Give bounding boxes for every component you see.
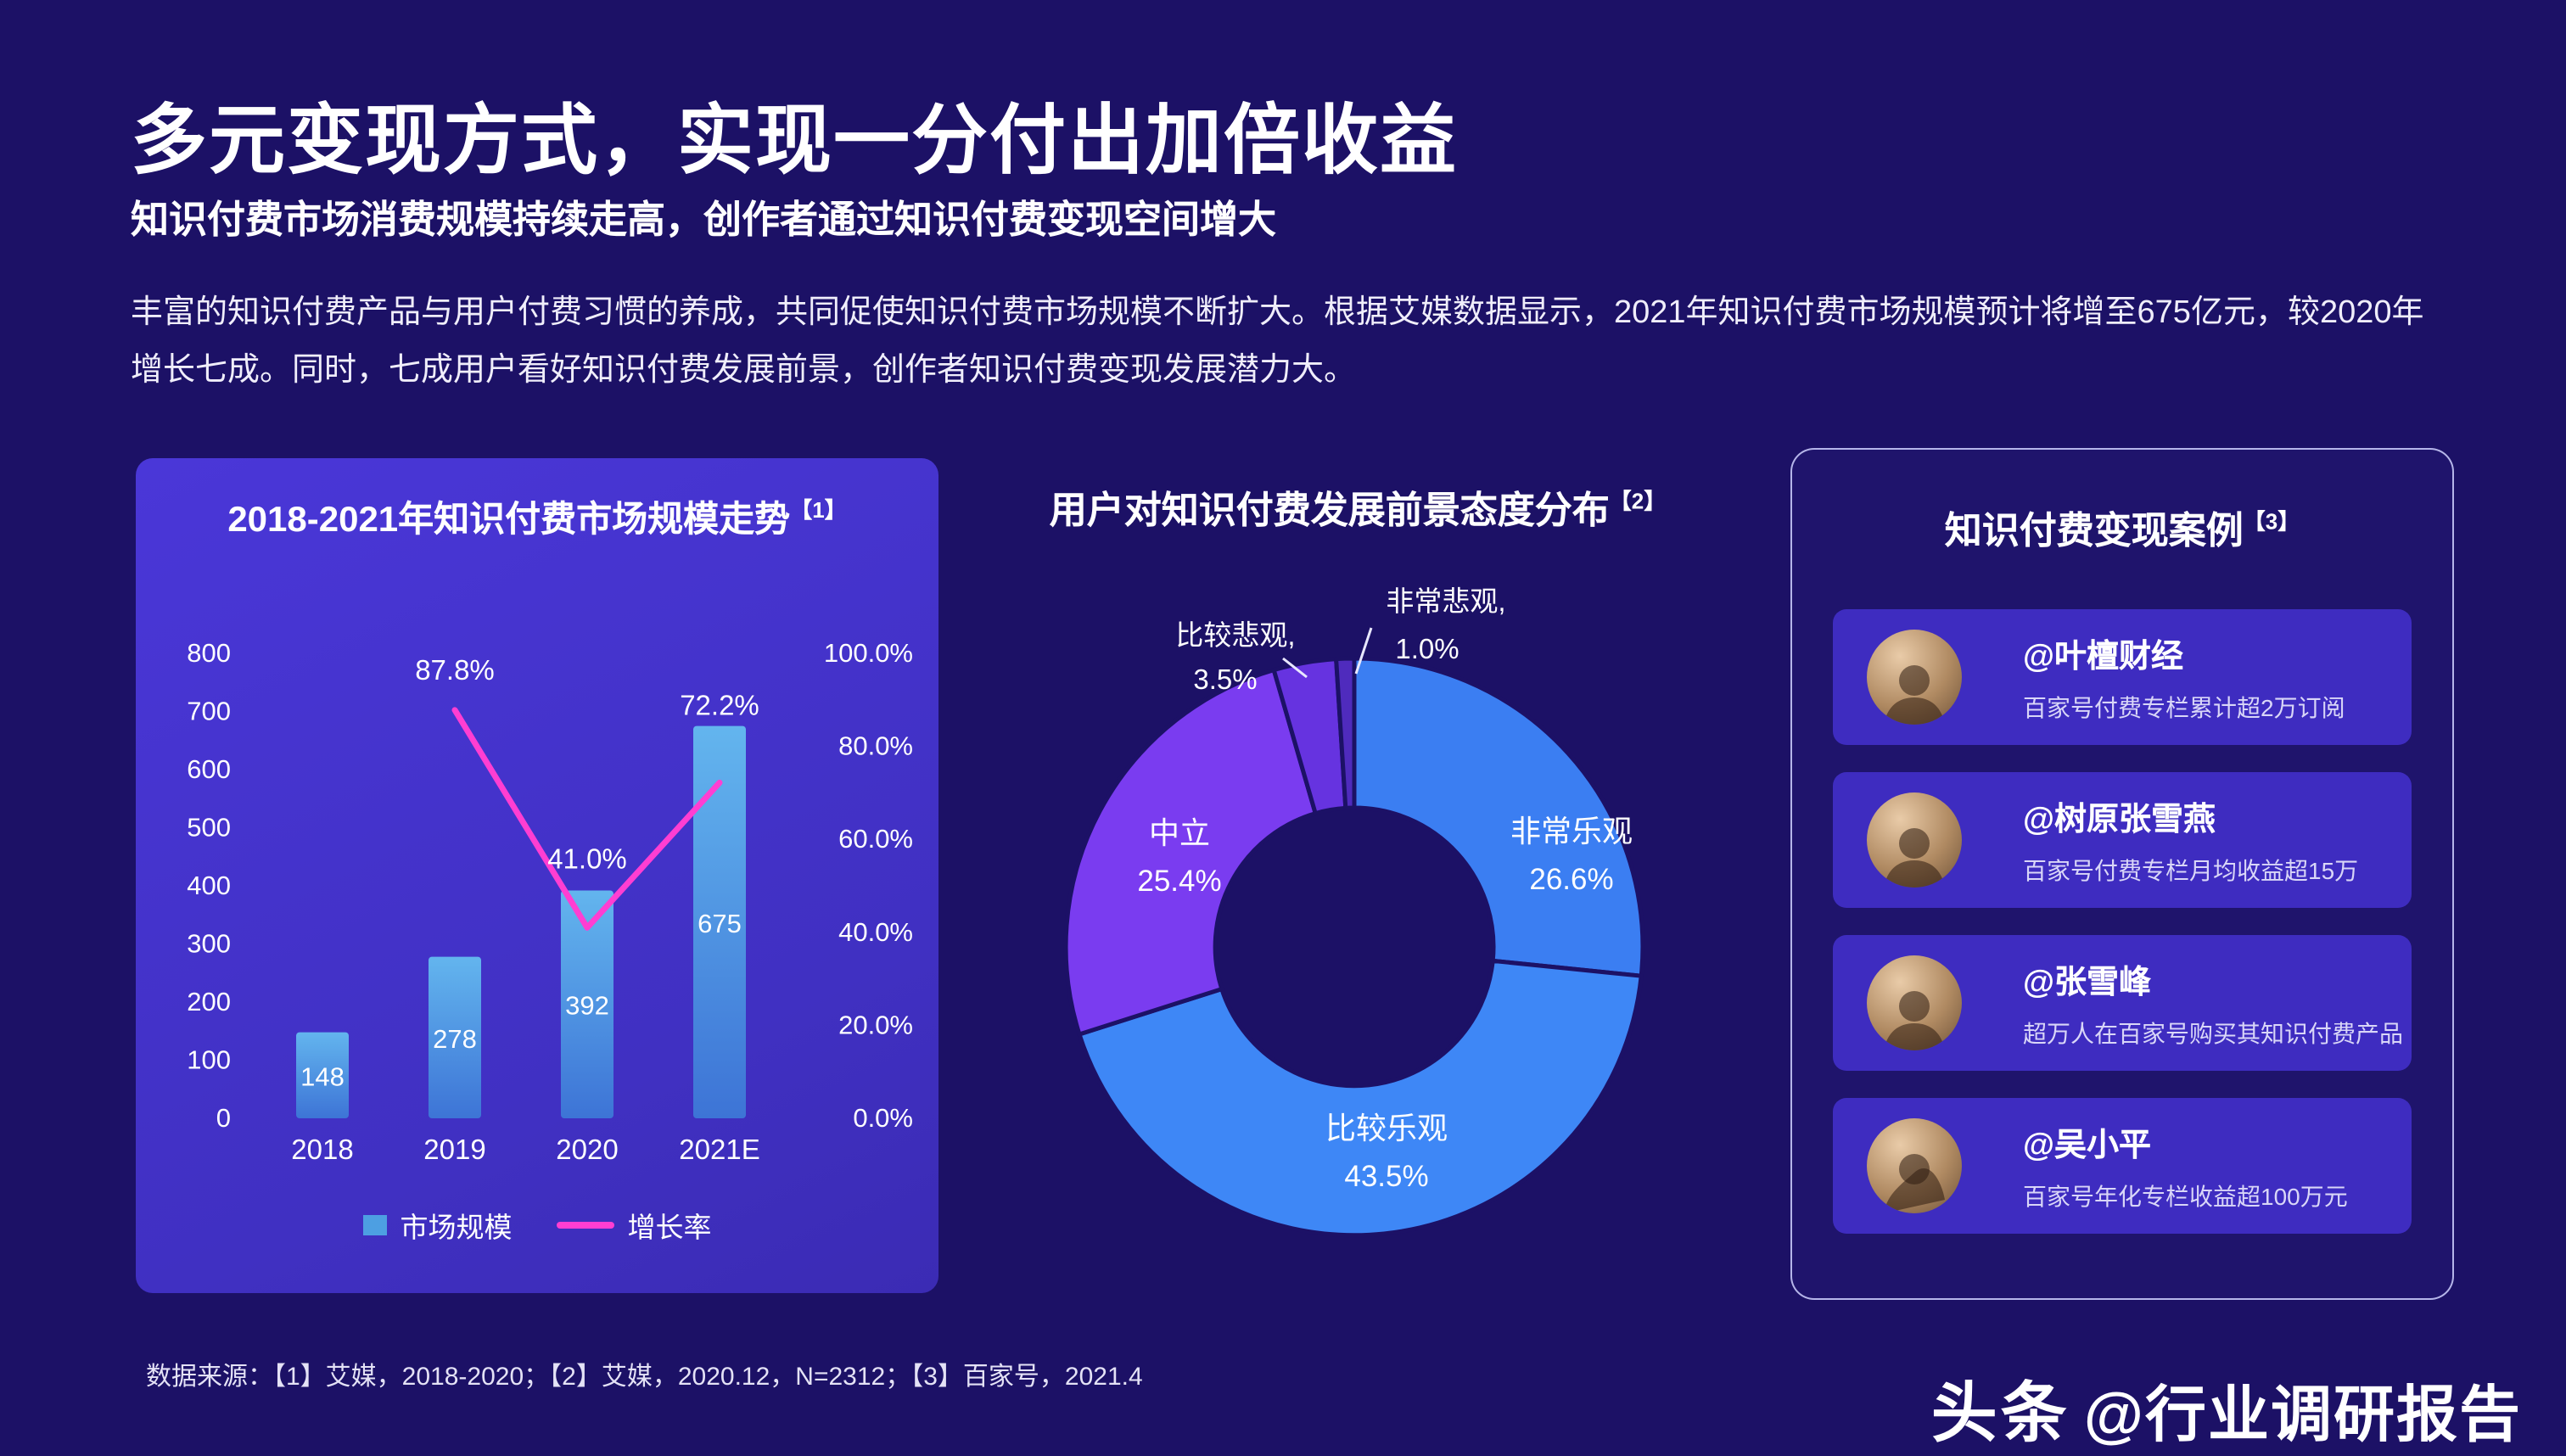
svg-text:1.0%: 1.0%	[1395, 633, 1459, 664]
svg-text:40.0%: 40.0%	[838, 917, 913, 947]
brand-watermark: 头条 @行业调研报告	[1931, 1361, 2522, 1456]
person-icon	[1884, 991, 1945, 1050]
svg-text:非常悲观,: 非常悲观,	[1386, 585, 1505, 617]
toutiao-logo: 头条	[1930, 1378, 2070, 1451]
svg-text:600: 600	[187, 754, 231, 784]
svg-text:20.0%: 20.0%	[838, 1010, 913, 1039]
legend-item-bar: 市场规模	[362, 1205, 513, 1246]
intro-line-2: 增长七成。同时，七成用户看好知识付费发展前景，创作者知识付费变现发展潜力大。	[131, 353, 1357, 389]
person-icon	[1884, 828, 1945, 888]
svg-text:0: 0	[216, 1103, 231, 1133]
svg-text:60.0%: 60.0%	[838, 824, 913, 854]
svg-text:26.6%: 26.6%	[1529, 863, 1613, 896]
case-desc: 百家号年化专栏收益超100万元	[2023, 1182, 2348, 1209]
line-series-label: 增长率	[627, 1213, 712, 1244]
svg-text:300: 300	[187, 929, 231, 959]
case-card: @吴小平 百家号年化专栏收益超100万元	[1833, 1098, 2412, 1234]
case-text: @张雪峰 超万人在百家号购买其知识付费产品	[2023, 956, 2403, 1050]
attitude-donut-chart: 非常乐观 26.6% 比较乐观 43.5% 中立 25.4% 比较悲观, 3.5% 非常悲观, 1…	[1063, 585, 1645, 1238]
svg-text:80.0%: 80.0%	[838, 731, 913, 761]
market-scale-chart: 0 100 200 300 400 500 600 700 800 0.0% 20.0% 40.0% 6…	[187, 638, 913, 1165]
person-icon	[1884, 665, 1945, 725]
page-subtitle: 知识付费市场消费规模持续走高，创作者通过知识付费变现空间增大	[131, 199, 1277, 241]
svg-text:中立: 中立	[1149, 815, 1210, 850]
svg-text:500: 500	[187, 813, 231, 843]
case-name: @叶檀财经	[2023, 639, 2184, 675]
avatar	[1867, 955, 1962, 1050]
case-text: @吴小平 百家号年化专栏收益超100万元	[2023, 1119, 2348, 1212]
svg-text:72.2%: 72.2%	[680, 689, 759, 720]
legend-item-line: 增长率	[556, 1205, 712, 1246]
case-card: @树原张雪燕 百家号付费专栏月均收益超15万	[1833, 772, 2412, 908]
case-desc: 超万人在百家号购买其知识付费产品	[2023, 1019, 2403, 1046]
ref-marker-1: 【1】	[790, 497, 847, 523]
bar-series-swatch	[362, 1215, 387, 1235]
brand-handle: @行业调研报告	[2083, 1380, 2522, 1449]
cases-panel-title: 知识付费变现案例【3】	[1944, 508, 2300, 552]
bar-series-label: 市场规模	[400, 1213, 513, 1244]
svg-text:392: 392	[565, 991, 609, 1021]
case-card: @张雪峰 超万人在百家号购买其知识付费产品	[1833, 935, 2412, 1071]
svg-text:比较悲观,: 比较悲观,	[1175, 619, 1295, 651]
ref-marker-3: 【3】	[2243, 508, 2300, 535]
svg-text:100.0%: 100.0%	[824, 638, 913, 668]
case-name: @张雪峰	[2023, 965, 2152, 1000]
line-series-swatch	[556, 1222, 614, 1229]
case-desc: 百家号付费专栏月均收益超15万	[2023, 856, 2359, 883]
svg-text:2018: 2018	[291, 1134, 353, 1165]
svg-text:3.5%: 3.5%	[1193, 664, 1257, 695]
case-name: @树原张雪燕	[2023, 802, 2216, 837]
svg-text:比较乐观: 比较乐观	[1325, 1111, 1448, 1145]
svg-text:278: 278	[433, 1024, 477, 1054]
svg-text:200: 200	[187, 987, 231, 1016]
svg-text:148: 148	[300, 1061, 345, 1091]
svg-text:2020: 2020	[556, 1134, 618, 1165]
case-text: @树原张雪燕 百家号付费专栏月均收益超15万	[2023, 793, 2358, 887]
attitude-chart-title: 用户对知识付费发展前景态度分布【2】	[1049, 488, 1667, 531]
svg-text:100: 100	[187, 1045, 231, 1075]
svg-text:0.0%: 0.0%	[853, 1103, 913, 1133]
intro-paragraph: 丰富的知识付费产品与用户付费习惯的养成，共同促使知识付费市场规模不断扩大。根据艾…	[131, 285, 2500, 400]
market-scale-panel: 2018-2021年知识付费市场规模走势【1】 0 100 200 300 400 500…	[136, 458, 938, 1293]
data-source-note: 数据来源：【1】艾媒，2018-2020；【2】艾媒，2020.12，N=231…	[146, 1363, 1143, 1392]
case-desc: 百家号付费专栏累计超2万订阅	[2023, 693, 2345, 720]
case-name: @吴小平	[2023, 1128, 2152, 1163]
person-icon	[1884, 1154, 1945, 1213]
market-chart-title: 2018-2021年知识付费市场规模走势【1】	[227, 497, 847, 540]
svg-text:非常乐观: 非常乐观	[1510, 814, 1633, 848]
case-text: @叶檀财经 百家号付费专栏累计超2万订阅	[2023, 630, 2345, 724]
cases-panel: 知识付费变现案例【3】 @叶檀财经 百家号付费专栏累计超2万订阅 @树原张雪燕 …	[1790, 448, 2454, 1300]
intro-line-1: 丰富的知识付费产品与用户付费习惯的养成，共同促使知识付费市场规模不断扩大。根据艾…	[131, 295, 2424, 331]
svg-text:2021E: 2021E	[679, 1134, 759, 1165]
ref-marker-2: 【2】	[1609, 488, 1667, 514]
svg-text:41.0%: 41.0%	[547, 843, 627, 874]
svg-text:25.4%: 25.4%	[1137, 865, 1221, 898]
svg-text:675: 675	[698, 909, 742, 938]
chart-legend: 市场规模 增长率	[136, 1205, 938, 1246]
case-card: @叶檀财经 百家号付费专栏累计超2万订阅	[1833, 609, 2412, 745]
svg-text:87.8%: 87.8%	[415, 654, 495, 686]
page-title: 多元变现方式，实现一分付出加倍收益	[131, 97, 1459, 183]
avatar	[1867, 630, 1962, 725]
svg-text:43.5%: 43.5%	[1344, 1160, 1428, 1193]
svg-text:400: 400	[187, 871, 231, 900]
case-list: @叶檀财经 百家号付费专栏累计超2万订阅 @树原张雪燕 百家号付费专栏月均收益超…	[1833, 609, 2412, 1234]
svg-text:800: 800	[187, 638, 231, 668]
svg-text:2019: 2019	[423, 1134, 485, 1165]
avatar	[1867, 792, 1962, 888]
svg-text:700: 700	[187, 697, 231, 726]
avatar	[1867, 1118, 1962, 1213]
